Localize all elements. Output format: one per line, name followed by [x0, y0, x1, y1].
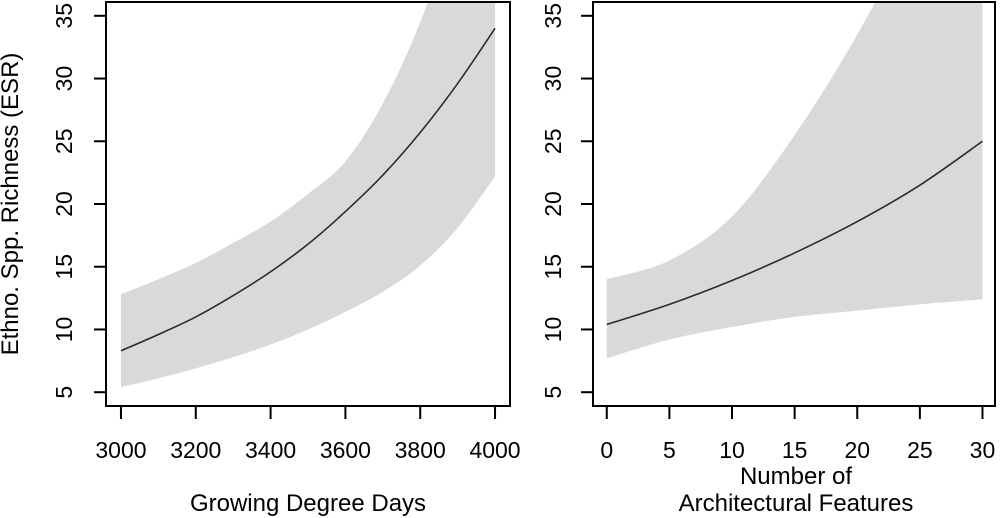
- y-tick-label: 30: [540, 66, 566, 92]
- plot-area-right: 0 5 10 15 20 25 30 5 10 15 20 25 30 35: [540, 1, 996, 463]
- plot-frame: [105, 1, 511, 407]
- confidence-band: [606, 2, 983, 359]
- y-tick-label: 25: [540, 128, 566, 154]
- x-tick-label: 5: [663, 437, 676, 463]
- plot-frame: [592, 1, 996, 407]
- panel-left: 3000 3200 3400 3600 3800 4000 5 10 15 20 25 30 35 Gr…: [0, 1, 521, 517]
- x-tick-label: 3400: [245, 437, 296, 463]
- x-tick-label: 20: [844, 437, 870, 463]
- y-tick-label: 5: [51, 386, 77, 399]
- x-tick-label: 4000: [469, 437, 520, 463]
- y-tick-label: 20: [540, 191, 566, 217]
- x-tick-label: 30: [970, 437, 996, 463]
- x-tick-label: 10: [719, 437, 745, 463]
- x-tick-label: 0: [600, 437, 613, 463]
- x-axis-label-left: Growing Degree Days: [190, 490, 426, 517]
- y-tick-label: 20: [51, 191, 77, 217]
- y-tick-label: 10: [540, 317, 566, 343]
- x-tick-label: 3600: [320, 437, 371, 463]
- x-tick-label: 25: [907, 437, 933, 463]
- y-tick-label: 25: [51, 128, 77, 154]
- x-axis-label-right-line1: Number of: [740, 463, 852, 490]
- confidence-band: [120, 2, 496, 388]
- x-tick-label: 15: [782, 437, 808, 463]
- y-tick-label: 35: [540, 3, 566, 29]
- y-tick-label: 15: [540, 254, 566, 280]
- y-tick-label: 5: [540, 386, 566, 399]
- y-tick-label: 15: [51, 254, 77, 280]
- x-axis-label-right-line2: Architectural Features: [679, 490, 914, 517]
- y-tick-label: 30: [51, 66, 77, 92]
- y-tick-label: 10: [51, 317, 77, 343]
- fitted-line: [606, 140, 983, 326]
- x-tick-label: 3200: [170, 437, 221, 463]
- x-tick-label: 3800: [395, 437, 446, 463]
- y-axis-label: Ethno. Spp. Richness (ESR): [0, 53, 24, 356]
- y-tick-label: 35: [51, 3, 77, 29]
- fitted-line: [120, 27, 496, 352]
- plot-area-left: 3000 3200 3400 3600 3800 4000 5 10 15 20 25 30 35: [51, 1, 521, 463]
- x-tick-label: 3000: [95, 437, 146, 463]
- panel-right: 0 5 10 15 20 25 30 5 10 15 20 25 30 35 Number of Arch…: [540, 1, 996, 517]
